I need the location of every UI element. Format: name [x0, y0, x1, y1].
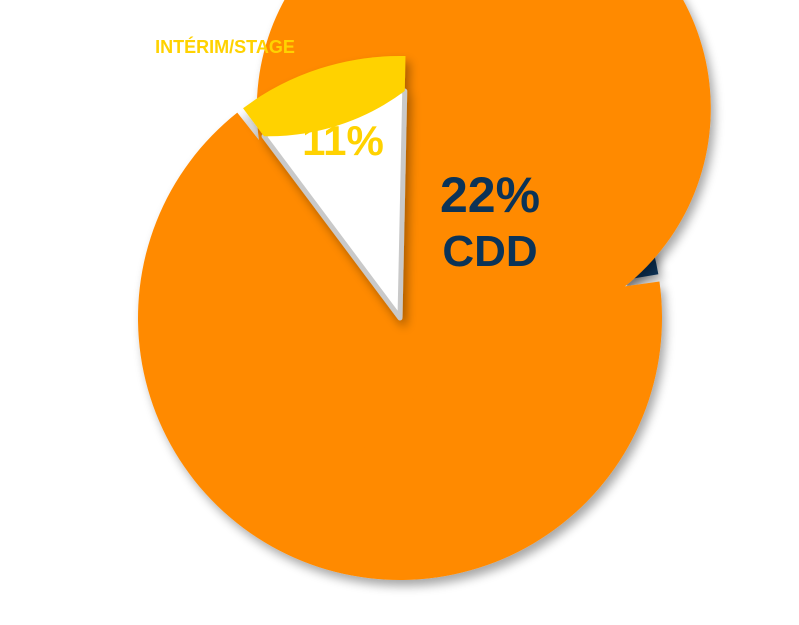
pie-slice-ring: [138, 0, 711, 580]
slice-name-label: INTÉRIM/STAGE: [155, 36, 295, 57]
slice-percent-label: 11%: [302, 117, 384, 164]
pie-slice-int-rim-stage: [243, 56, 408, 321]
slice-name-label: CDI: [338, 416, 417, 468]
slice-percent-label: 22%: [440, 167, 540, 223]
slice-percent-label: 67%: [328, 355, 428, 411]
pie-slice-ring: [243, 56, 406, 137]
pie-slice-cdi: [138, 0, 711, 580]
slice-name-label: CDD: [442, 227, 537, 276]
